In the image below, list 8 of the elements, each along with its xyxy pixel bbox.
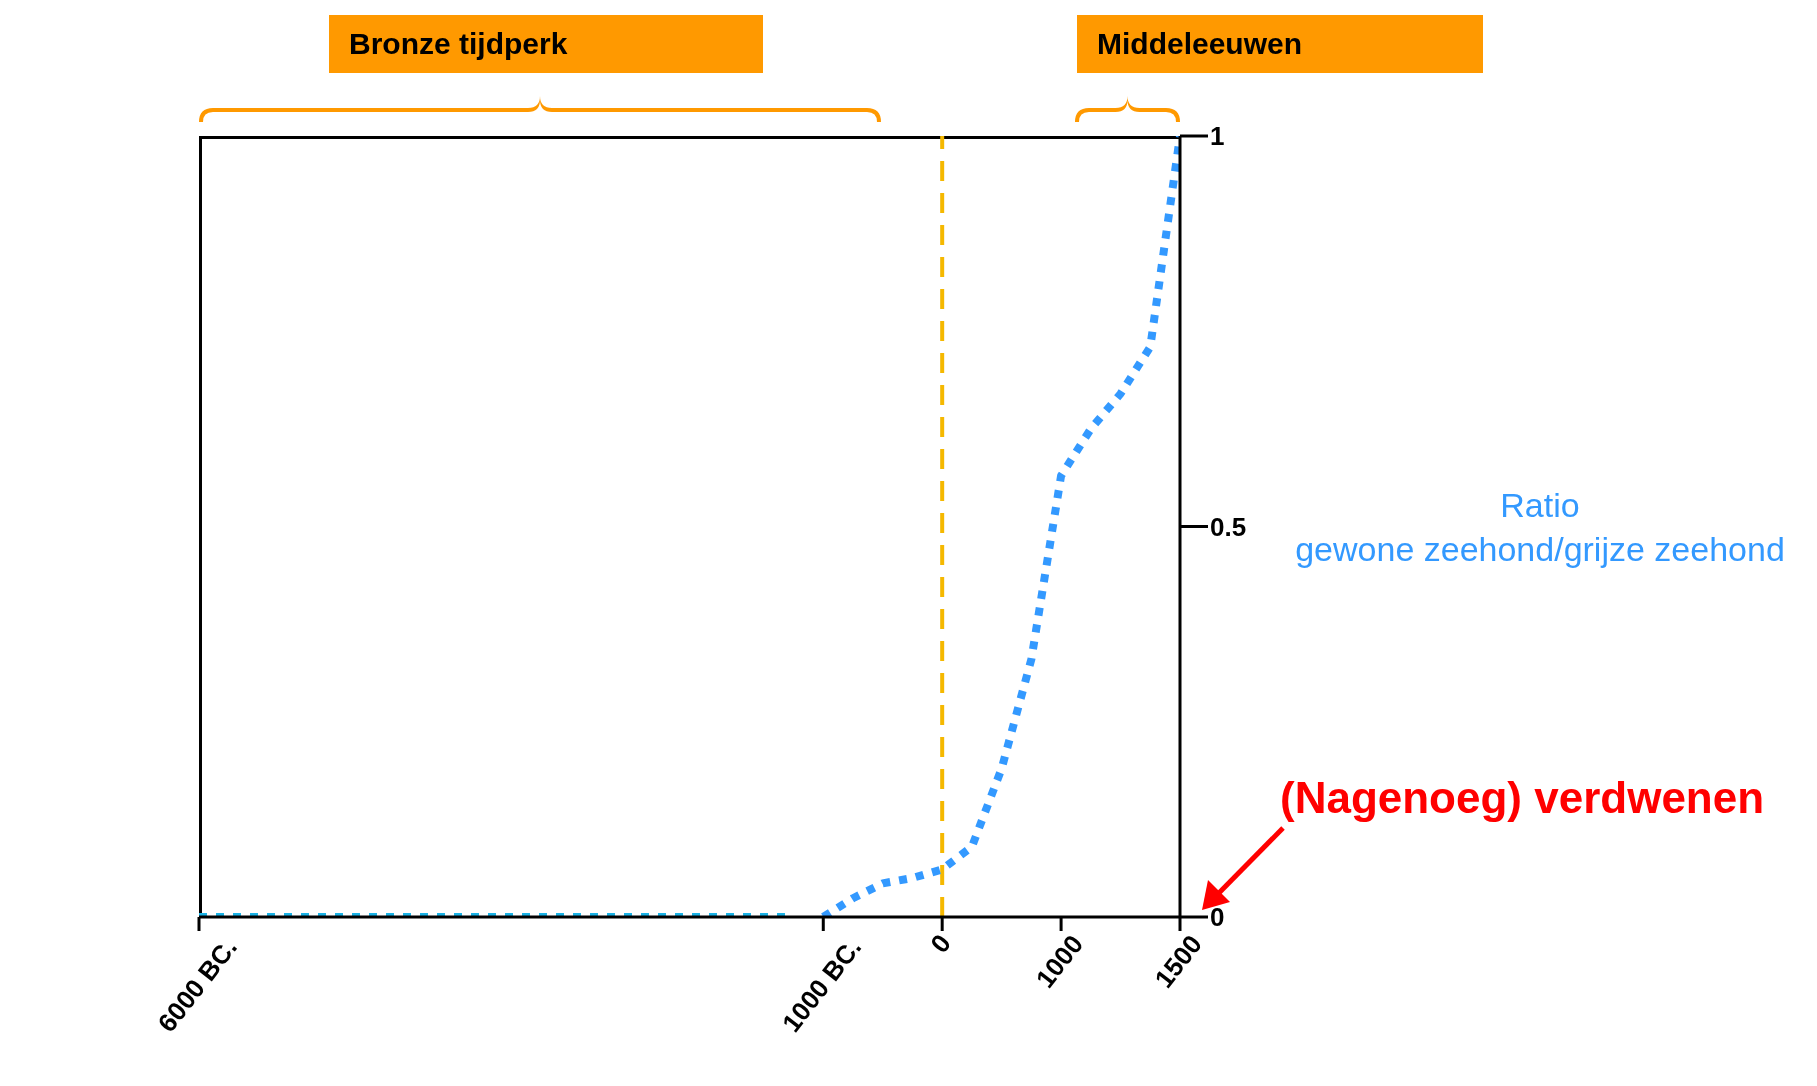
y-tick-label: 0.5 bbox=[1210, 511, 1247, 542]
text: Bronze tijdperk bbox=[329, 15, 763, 73]
text: Middeleeuwen bbox=[1077, 15, 1483, 73]
x-tick-label: 0 bbox=[924, 928, 957, 959]
y-tick-label: 0 bbox=[1210, 902, 1225, 933]
y-axis-title: Ratio gewone zeehond/grijze zeehond bbox=[1294, 485, 1786, 571]
y-tick-label: 1 bbox=[1210, 121, 1225, 152]
text: (Nagenoeg) verdwenen bbox=[1280, 773, 1765, 823]
